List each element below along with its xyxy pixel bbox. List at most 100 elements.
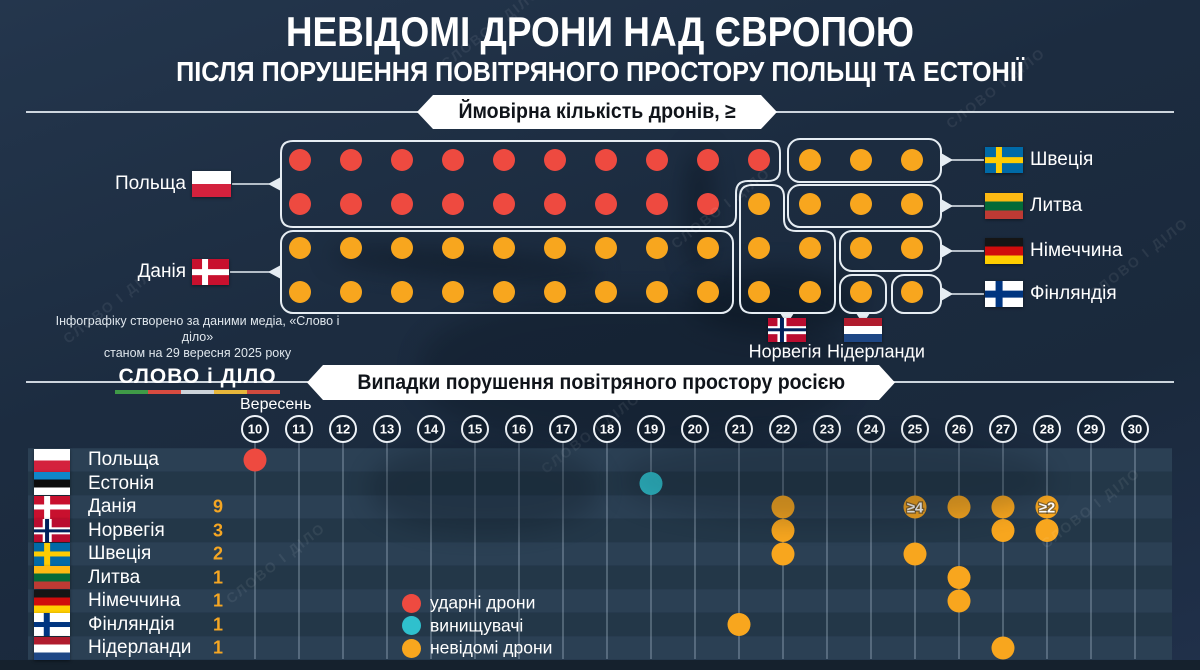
legend-unknown-dot: [402, 638, 421, 658]
event-dot-day27: [991, 495, 1015, 519]
flag-cross-bar: [45, 519, 49, 542]
banner-drone-count: Ймовірна кількість дронів, ≥: [417, 95, 777, 129]
month-label: Вересень: [240, 396, 312, 413]
case-count: 2: [212, 543, 223, 564]
event-dot-day25: [903, 495, 927, 519]
page-title-text: НЕВІДОМІ ДРОНИ НАД ЄВРОПОЮ: [285, 8, 915, 55]
page-subtitle: ПІСЛЯ ПОРУШЕННЯ ПОВІТРЯНОГО ПРОСТОРУ ПОЛ…: [0, 56, 1200, 88]
day-number: 19: [644, 422, 658, 437]
matrix-dot-poland: [442, 149, 464, 171]
flag-germany-icon: [985, 238, 1023, 264]
event-dot-day27: [991, 636, 1015, 660]
legend-strike-dot: [402, 593, 421, 613]
page-subtitle-text: ПІСЛЯ ПОРУШЕННЯ ПОВІТРЯНОГО ПРОСТОРУ ПОЛ…: [176, 56, 1024, 87]
day-number: 20: [688, 422, 702, 437]
connector-arrow-lithuania: [941, 199, 953, 213]
timeline-band: [28, 565, 1172, 590]
event-dot-day22: [771, 519, 795, 542]
flag-se-list-icon: [34, 542, 70, 566]
timeline-country-label: Естонія: [88, 472, 155, 494]
matrix-dot-denmark: [493, 281, 515, 303]
attribution-line2: станом на 29 вересня 2025 року: [103, 346, 292, 360]
event-dot-day25: [903, 542, 927, 566]
matrix-dot-poland: [340, 149, 362, 171]
watermark: СЛОВО І ДІЛО: [942, 44, 1049, 132]
matrix-dot-poland: [646, 193, 668, 215]
case-count: 9: [212, 496, 223, 517]
matrix-dot-poland: [544, 149, 566, 171]
brand-underline-segment: [148, 390, 181, 394]
flag-nl-list-icon: [34, 636, 70, 660]
day-circle: [857, 415, 885, 443]
day-circle: [769, 415, 797, 443]
event-dot-day22: [771, 542, 795, 566]
flag-cross-bar: [34, 528, 70, 533]
flag-pl-list-icon: [34, 448, 70, 472]
page-title: НЕВІДОМІ ДРОНИ НАД ЄВРОПОЮ: [0, 8, 1200, 56]
matrix-dot-poland: [289, 193, 311, 215]
day-circle: [813, 415, 841, 443]
day-number: 18: [600, 422, 614, 437]
flag-denmark-icon: [192, 259, 229, 285]
connector-arrow-germany: [941, 244, 953, 258]
day-number: 13: [380, 422, 394, 437]
matrix-dot-denmark: [442, 281, 464, 303]
flag-cross-bar: [985, 157, 1023, 163]
event-dot-day28: [1035, 519, 1059, 542]
matrix-dot-sweden: [850, 149, 872, 171]
watermark: СЛОВО І ДІЛО: [437, 0, 544, 72]
day-circle: [329, 415, 357, 443]
country-label-germany: Німеччина: [1030, 240, 1123, 261]
banner-violations-text: Випадки порушення повітряного простору р…: [357, 370, 845, 394]
event-dot-day19: [639, 472, 663, 495]
legend-label: ударні дрони: [430, 592, 536, 613]
flag-netherlands-icon: [844, 318, 882, 342]
timeline-country-label: Німеччина: [88, 590, 181, 611]
timeline-band: [28, 589, 1172, 613]
flag-norway-icon: [768, 318, 806, 342]
matrix-dot-poland: [442, 193, 464, 215]
event-dot-day28: [1035, 495, 1059, 519]
day-number: 22: [776, 422, 790, 437]
matrix-dot-norway: [748, 237, 770, 259]
flag-cross-bar: [34, 504, 70, 510]
day-circle: [901, 415, 929, 443]
timeline-country-label: Литва: [88, 566, 141, 588]
timeline-country-label: Норвегія: [88, 519, 165, 541]
day-number: 26: [952, 422, 966, 437]
country-label-sweden: Швеція: [1030, 149, 1094, 170]
day-circle: [285, 415, 313, 443]
watermark: СЛОВО І ДІЛО: [667, 164, 774, 252]
day-number: 29: [1084, 422, 1098, 437]
country-label-finland: Фінляндія: [1030, 283, 1117, 304]
day-number: 11: [292, 422, 306, 437]
day-circle: [593, 415, 621, 443]
drone-shadow-blob: [620, 438, 1050, 523]
timeline-country-label: Польща: [88, 449, 159, 470]
flag-sweden-icon: [985, 147, 1023, 173]
case-count: 1: [212, 637, 223, 658]
matrix-dot-poland: [544, 193, 566, 215]
day-number: 14: [424, 422, 439, 437]
legend-fighter-dot: [402, 616, 421, 635]
day-circle: [505, 415, 533, 443]
connector-arrow-poland: [268, 177, 281, 191]
day-circle: [725, 415, 753, 443]
event-dot-day26: [947, 566, 971, 589]
matrix-dot-poland: [493, 149, 515, 171]
flag-cross-bar: [192, 269, 229, 275]
flag-cross-bar: [43, 613, 51, 636]
flag-cross-bar: [995, 147, 1002, 173]
day-circle: [1121, 415, 1149, 443]
matrix-dot-sweden: [799, 149, 821, 171]
country-label-lithuania: Литва: [1030, 195, 1083, 216]
day-circle: [637, 415, 665, 443]
day-number: 15: [468, 422, 482, 437]
legend-label: винищувачі: [430, 615, 524, 635]
flag-de-list-icon: [34, 589, 70, 613]
day-number: 10: [248, 422, 262, 437]
flag-lithuania-icon: [985, 193, 1023, 219]
day-number: 21: [732, 422, 746, 437]
